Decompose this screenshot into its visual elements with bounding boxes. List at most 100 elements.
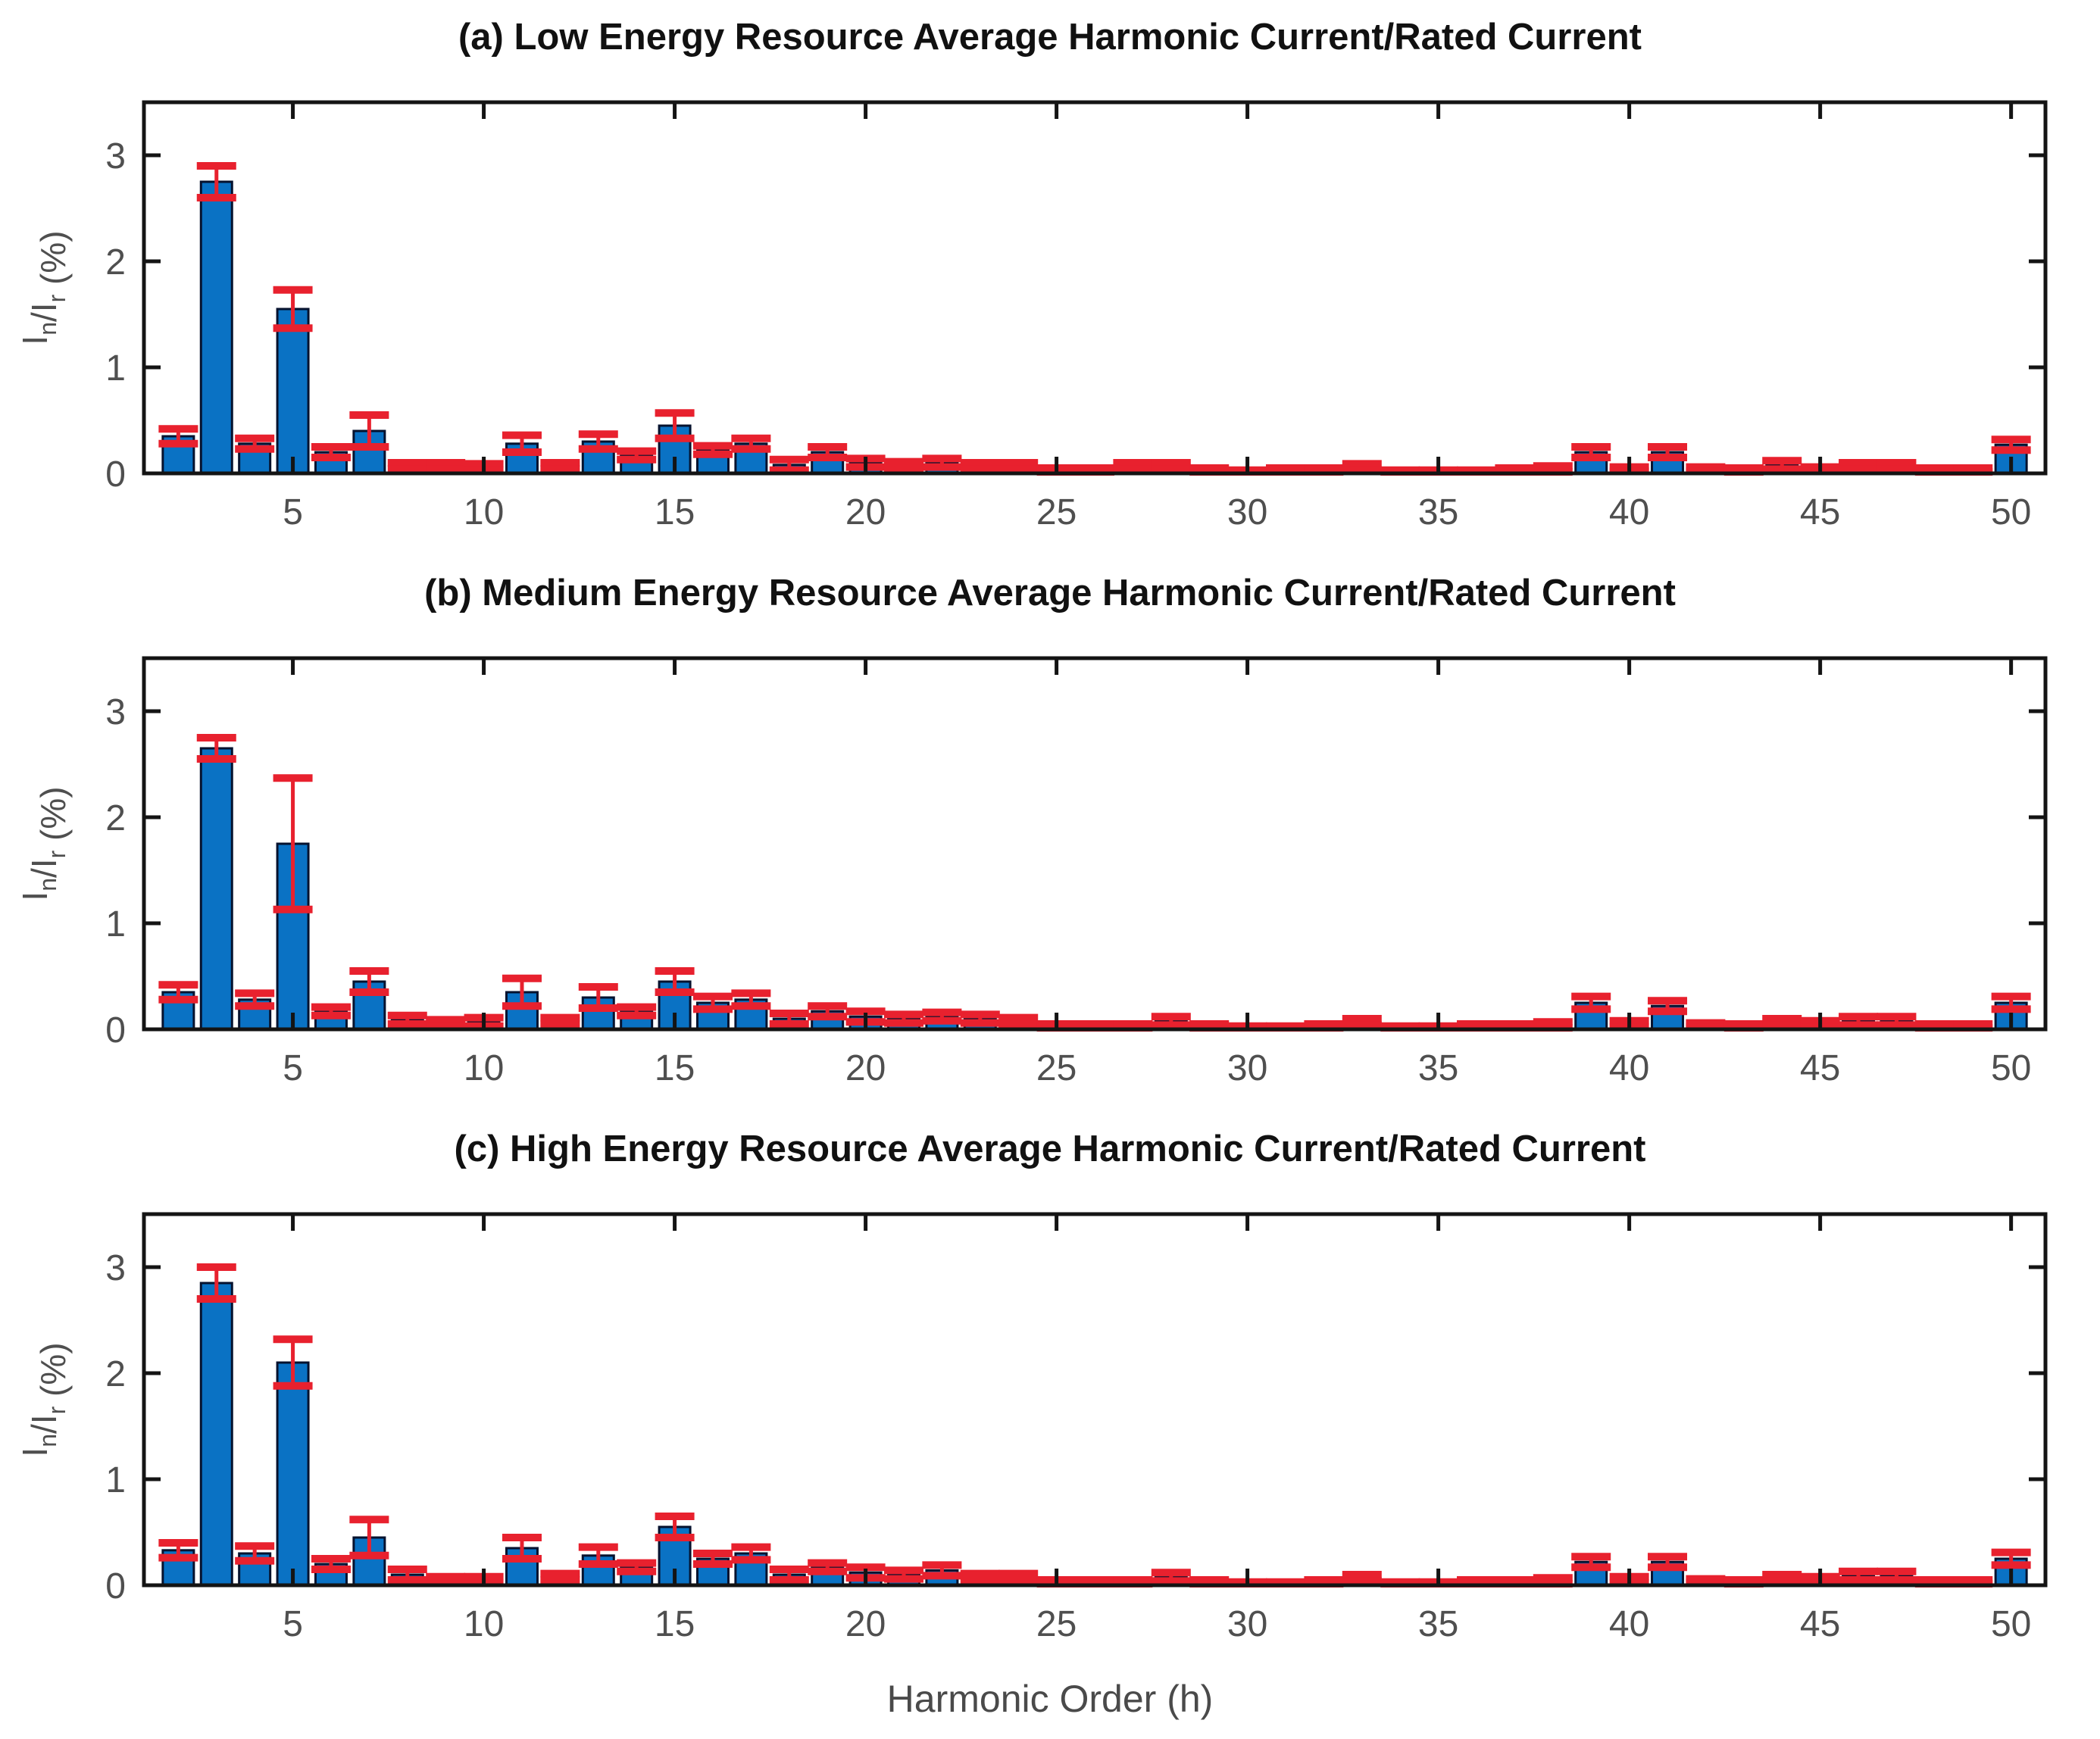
x-axis-label: Harmonic Order (h): [886, 1678, 1214, 1720]
x-tick-label: 20: [845, 1048, 886, 1088]
errorbar-h31: [1266, 464, 1306, 476]
x-tick-label: 5: [283, 1604, 303, 1644]
errorbar-h15: [655, 409, 695, 442]
subplot-b: (b) Medium Energy Resource Average Harmo…: [0, 560, 2100, 1116]
errorbar-h8: [387, 459, 427, 473]
errorbar-h4: [235, 1542, 275, 1565]
errorbar-h3: [196, 734, 236, 763]
x-tick-label: 10: [464, 1604, 504, 1644]
errorbar-h44: [1762, 457, 1802, 473]
errorbar-h27: [1113, 1020, 1153, 1032]
axes-box: [142, 1212, 2048, 1588]
errorbar-h36: [1457, 1020, 1497, 1032]
errorbar-h16: [692, 1550, 733, 1568]
errorbar-h29: [1189, 464, 1230, 476]
bar-h3: [199, 1282, 233, 1587]
x-tick-label: 35: [1418, 1604, 1458, 1644]
errorbar-h4: [235, 989, 275, 1010]
errorbar-h24: [998, 1569, 1039, 1584]
errorbar-h2: [158, 425, 198, 448]
errorbar-h2: [158, 981, 198, 1004]
x-tick-label: 30: [1227, 492, 1267, 532]
errorbar-h27: [1113, 1576, 1153, 1588]
errorbar-h28: [1151, 1569, 1191, 1585]
errorbar-h48: [1914, 1576, 1955, 1588]
subplot-b-title: (b) Medium Energy Resource Average Harmo…: [424, 573, 1676, 613]
y-axis-label: In/Ir (%): [15, 1342, 73, 1456]
errorbar-h17: [731, 1543, 771, 1564]
errorbar-h48: [1914, 464, 1955, 476]
errorbar-h47: [1877, 1567, 1917, 1584]
errorbar-h18: [769, 1010, 809, 1028]
x-tick-label: 40: [1609, 492, 1649, 532]
errorbar-h18: [769, 1566, 809, 1584]
subplot-b-plot: 5 10 15 20 25 30 35 40 45 50 0 1 2 3 In/Ir (%): [15, 656, 2048, 1088]
errorbar-h12: [540, 1569, 580, 1584]
y-tick-label: 0: [105, 1010, 126, 1051]
errorbar-h9: [426, 459, 466, 473]
errorbar-h39: [1571, 1553, 1611, 1572]
y-axis-label: In/Ir (%): [15, 786, 73, 901]
errorbar-h33: [1342, 1571, 1382, 1585]
bar-h3: [199, 180, 233, 475]
errorbar-h33: [1342, 1015, 1382, 1029]
errorbar-h29: [1189, 1576, 1230, 1588]
x-tick-label: 10: [464, 1048, 504, 1088]
y-tick-label: 2: [105, 1354, 126, 1394]
x-tick-label: 15: [655, 492, 695, 532]
errorbar-h29: [1189, 1020, 1230, 1032]
x-tick-label: 45: [1800, 1604, 1840, 1644]
errorbar-h23: [960, 459, 1000, 473]
errorbar-h14: [617, 1003, 657, 1019]
errorbar-h39: [1571, 992, 1611, 1013]
errorbar-h2: [158, 1539, 198, 1562]
errorbar-h26: [1075, 1020, 1114, 1032]
x-tick-label: 10: [464, 492, 504, 532]
errorbar-h13: [578, 983, 618, 1012]
x-tick-label: 40: [1609, 1604, 1649, 1644]
errorbar-h12: [540, 459, 580, 473]
errorbar-h17: [731, 989, 771, 1010]
errorbar-h9: [426, 1572, 466, 1588]
y-tick-label: 3: [105, 1248, 126, 1288]
errorbar-h41: [1648, 443, 1688, 461]
errorbar-h13: [578, 1543, 618, 1568]
errorbar-h32: [1304, 464, 1344, 476]
errorbar-h33: [1342, 460, 1382, 474]
x-tick-label: 25: [1036, 1604, 1077, 1644]
errorbar-h5: [273, 1335, 313, 1390]
errorbar-h6: [311, 443, 351, 461]
errorbar-h19: [808, 443, 848, 461]
errorbar-h21: [883, 457, 923, 472]
errorbar-h46: [1839, 1567, 1879, 1584]
errorbar-h43: [1723, 1020, 1764, 1032]
errorbar-h27: [1113, 459, 1153, 473]
errorbar-h9: [426, 1016, 466, 1030]
x-tick-label: 15: [655, 1604, 695, 1644]
errorbar-h15: [655, 967, 695, 996]
errorbar-h22: [922, 1008, 962, 1025]
y-tick-label: 1: [105, 348, 126, 389]
errorbar-h6: [311, 1555, 351, 1573]
errorbar-h42: [1686, 1019, 1726, 1032]
errorbar-h47: [1877, 1013, 1917, 1029]
errorbar-h4: [235, 434, 275, 453]
subplot-c: (c) High Energy Resource Average Harmoni…: [0, 1116, 2100, 1672]
errorbar-h23: [960, 1010, 1000, 1027]
errorbar-h28: [1151, 1013, 1191, 1029]
errorbar-h5: [273, 774, 313, 913]
errorbar-h23: [960, 1569, 1000, 1584]
errorbar-h42: [1686, 463, 1726, 476]
errorbar-h19: [808, 1002, 848, 1021]
errorbar-h39: [1571, 443, 1611, 461]
errorbar-h11: [502, 974, 542, 1010]
errorbar-h16: [692, 992, 733, 1013]
errorbar-h49: [1953, 1576, 1993, 1588]
errorbar-h38: [1533, 1018, 1573, 1032]
x-tick-label: 35: [1418, 492, 1458, 532]
errorbar-h22: [922, 454, 962, 471]
errorbar-h18: [769, 455, 809, 474]
x-tick-label: 45: [1800, 1048, 1840, 1088]
errorbar-h37: [1495, 1020, 1535, 1032]
axes-box: [142, 656, 2048, 1032]
